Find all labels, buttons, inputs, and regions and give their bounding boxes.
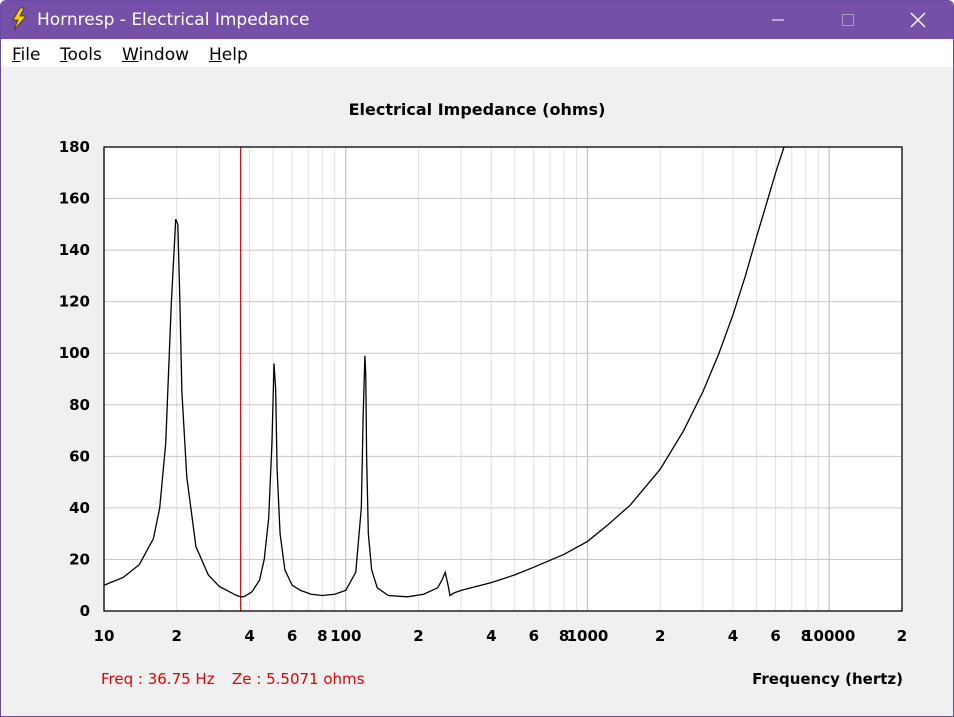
title-bar[interactable]: Hornresp - Electrical Impedance [1,1,953,39]
menu-tools-label: ools [67,45,102,65]
x-tick-label: 4 [486,627,496,645]
x-tick-label: 6 [287,627,297,645]
lightning-bolt-icon [7,7,31,31]
y-tick-label: 140 [59,241,90,259]
menu-file[interactable]: File [12,45,40,65]
x-tick-label: 2 [413,627,423,645]
y-tick-label: 60 [69,447,90,465]
x-tick-label: 6 [529,627,539,645]
menu-window-mnemonic: W [122,45,139,65]
x-axis-label: Frequency (hertz) [752,670,903,688]
x-tick-label: 10 [94,627,115,645]
close-icon [910,12,926,28]
x-tick-label: 4 [728,627,738,645]
y-tick-label: 80 [69,396,90,414]
plot-background [104,147,902,611]
status-impedance: Ze : 5.5071 ohms [232,670,365,688]
impedance-curve [104,147,792,598]
y-tick-label: 100 [59,344,90,362]
menu-help-label: elp [221,45,248,65]
chart-area[interactable]: Electrical Impedance (ohms) 0 20 40 60 80 100… [1,67,953,716]
plot-border [103,146,903,612]
y-tick-label: 40 [69,499,90,517]
x-tick-label: 1000 [567,627,609,645]
x-tick-label: 10000 [803,627,855,645]
x-tick-label: 6 [770,627,780,645]
menu-tools-mnemonic: T [60,45,68,65]
menu-help[interactable]: Help [209,45,248,65]
y-tick-label: 180 [59,138,90,156]
x-tick-label: 2 [172,627,182,645]
menu-window-label: indow [138,45,190,65]
y-tick-label: 20 [69,550,90,568]
y-tick-label: 0 [80,602,90,620]
x-tick-label: 100 [330,627,361,645]
menu-bar: File Tools Window Help [1,39,953,67]
x-tick-label: 8 [801,627,811,645]
y-tick-label: 120 [59,293,90,311]
chart-title: Electrical Impedance (ohms) [348,100,606,119]
menu-help-mnemonic: H [209,45,222,65]
status-frequency: Freq : 36.75 Hz [101,670,215,688]
x-tick-label: 2 [897,627,907,645]
x-tick-label: 8 [317,627,327,645]
close-button[interactable] [883,1,953,39]
window-title: Hornresp - Electrical Impedance [37,10,310,30]
menu-window[interactable]: Window [122,45,189,65]
maximize-button[interactable] [813,1,883,39]
minimize-icon [772,19,784,21]
x-tick-label: 2 [655,627,665,645]
menu-file-mnemonic: F [12,45,21,65]
menu-file-label: ile [20,45,41,65]
menu-tools[interactable]: Tools [60,45,102,65]
maximize-icon [842,14,854,26]
x-tick-label: 4 [244,627,254,645]
minimize-button[interactable] [743,1,813,39]
y-tick-label: 160 [59,190,90,208]
x-tick-label: 8 [559,627,569,645]
